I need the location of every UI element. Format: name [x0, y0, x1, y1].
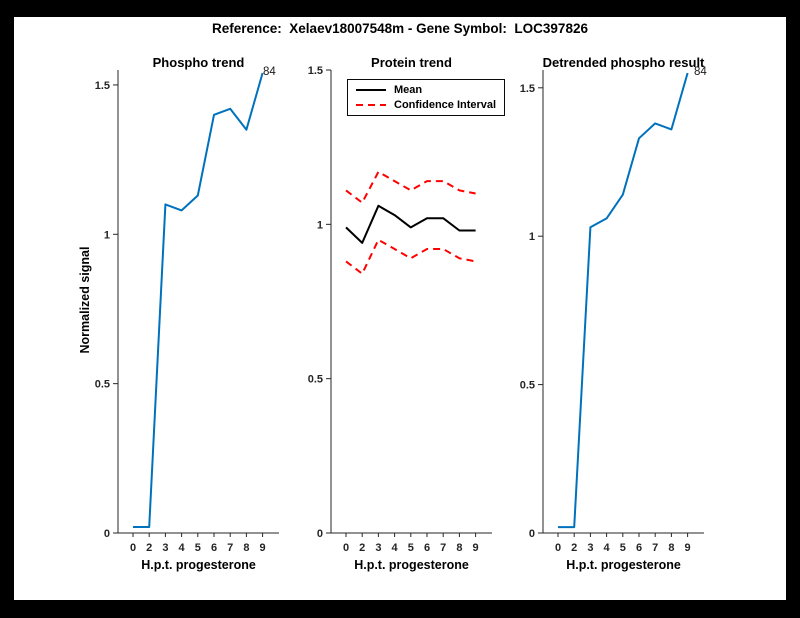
x-tick-label: 4 — [392, 542, 399, 554]
x-tick-label: 5 — [195, 542, 201, 554]
y-tick-label: 0 — [104, 528, 110, 540]
subplot-title-detrended-phospho: Detrended phospho result — [542, 55, 705, 70]
x-tick-label: 4 — [179, 542, 186, 554]
sample-count-annotation-detrended: 84 — [694, 66, 707, 78]
x-tick-label: 4 — [604, 542, 611, 554]
x-tick-label: 9 — [473, 542, 479, 554]
axes — [542, 70, 704, 534]
x-tick-label: 7 — [440, 542, 446, 554]
x-tick-label: 8 — [668, 542, 674, 554]
phospho-trend-chart: 0 2 3 4 5 6 7 8 900.511.5 — [95, 70, 279, 554]
x-tick-label: 2 — [146, 542, 152, 554]
figure-title: Reference: Xelaev18007548m - Gene Symbol… — [212, 21, 588, 36]
x-tick-label: 3 — [587, 542, 593, 554]
protein-trend-chart: 0 2 3 4 5 6 7 8 900.511.5 — [308, 65, 492, 554]
legend-label-confidence-interval: Confidence Interval — [394, 99, 497, 111]
y-tick-label: 1 — [104, 229, 110, 241]
subplot-title-phospho-trend: Phospho trend — [152, 55, 245, 70]
x-tick-label: 6 — [424, 542, 430, 554]
legend-entry-confidence-interval: Confidence Interval — [356, 99, 496, 111]
legend-label-mean: Mean — [394, 84, 423, 96]
legend: Mean Confidence Interval — [347, 79, 506, 116]
y-tick-label: 1 — [529, 231, 535, 243]
x-axis-label-protein: H.p.t. progesterone — [354, 558, 469, 572]
figure-canvas: Reference: Xelaev18007548m - Gene Symbol… — [14, 17, 786, 600]
subplot-title-protein-trend: Protein trend — [371, 55, 452, 70]
x-tick-label: 2 — [359, 542, 365, 554]
y-tick-label: 1 — [317, 219, 323, 231]
y-tick-label: 0 — [317, 528, 323, 540]
legend-line-confidence-interval — [356, 104, 386, 106]
x-tick-label: 9 — [260, 542, 266, 554]
x-tick-label: 3 — [375, 542, 381, 554]
y-tick-label: 1.5 — [308, 65, 323, 77]
legend-entry-mean: Mean — [356, 84, 496, 96]
detrended-phospho-chart: 0 2 3 4 5 6 7 8 900.511.5 — [520, 70, 704, 554]
series-ci-upper — [345, 170, 476, 204]
x-tick-label: 0 — [555, 542, 561, 554]
x-tick-label: 0 — [130, 542, 136, 554]
legend-line-mean — [356, 89, 386, 91]
x-tick-label: 2 — [571, 542, 577, 554]
x-tick-label: 5 — [408, 542, 414, 554]
x-tick-label: 6 — [211, 542, 217, 554]
y-tick-label: 0.5 — [308, 374, 323, 386]
x-tick-label: 0 — [343, 542, 349, 554]
sample-count-annotation-phospho: 84 — [263, 66, 276, 78]
y-tick-label: 1.5 — [520, 83, 535, 95]
axes — [117, 70, 279, 534]
x-axis-label-detrended: H.p.t. progesterone — [566, 558, 681, 572]
y-tick-label: 0.5 — [95, 379, 110, 391]
y-tick-label: 1.5 — [95, 80, 110, 92]
x-axis-label-phospho: H.p.t. progesterone — [141, 558, 256, 572]
x-tick-label: 8 — [456, 542, 462, 554]
axes — [330, 70, 492, 534]
series-mean — [345, 204, 476, 244]
y-tick-label: 0.5 — [520, 380, 535, 392]
x-tick-label: 8 — [243, 542, 249, 554]
x-tick-label: 5 — [620, 542, 626, 554]
series-detrended-phospho-signal — [558, 72, 689, 529]
series-phospho-signal — [133, 72, 264, 528]
x-tick-label: 9 — [685, 542, 691, 554]
x-tick-label: 3 — [162, 542, 168, 554]
series-ci-lower — [345, 238, 476, 275]
x-tick-label: 7 — [227, 542, 233, 554]
x-tick-label: 7 — [652, 542, 658, 554]
x-tick-label: 6 — [636, 542, 642, 554]
y-tick-label: 0 — [529, 528, 535, 540]
